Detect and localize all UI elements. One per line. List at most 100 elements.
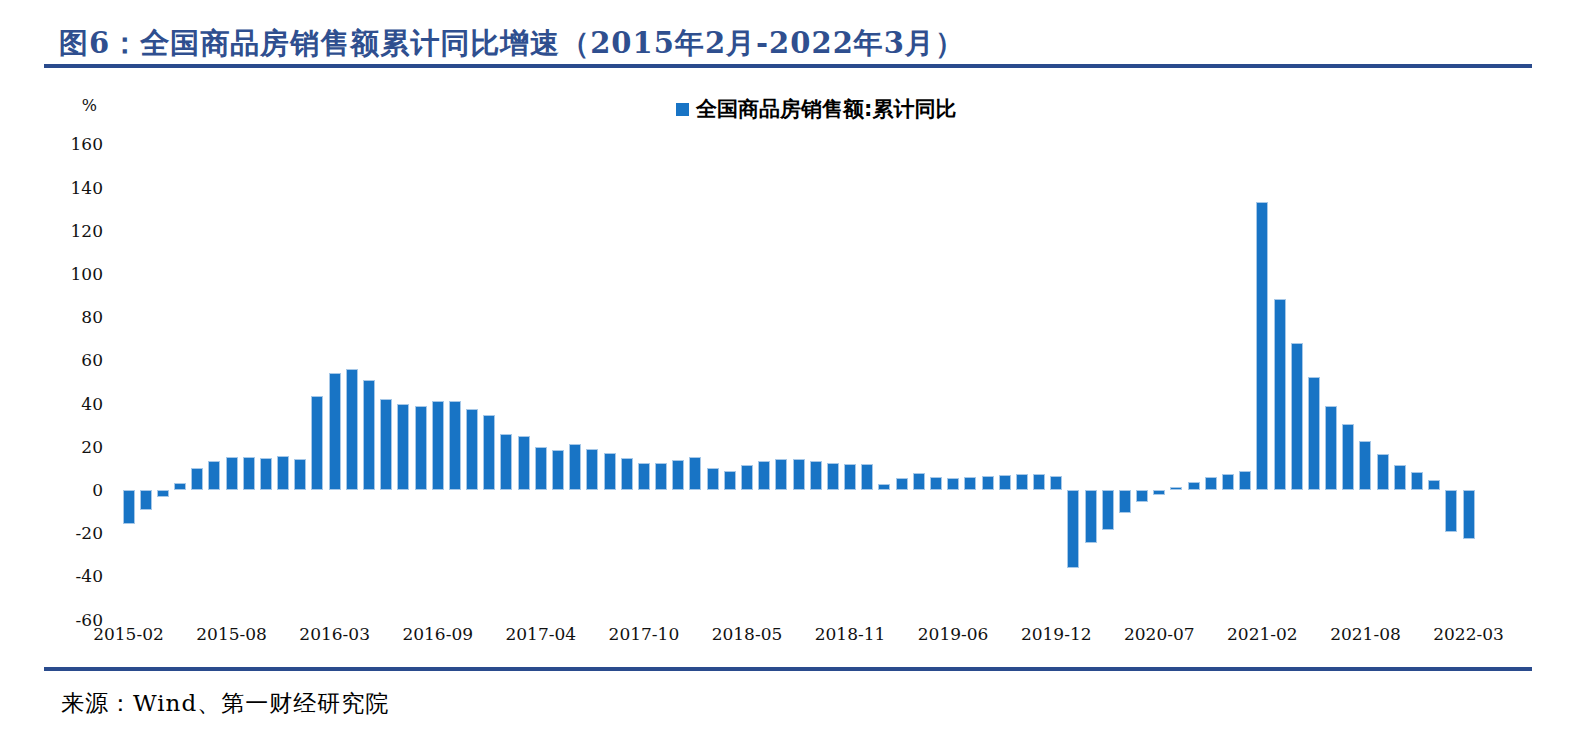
- bar: [621, 458, 633, 490]
- bar: [518, 436, 530, 490]
- bar: [586, 449, 598, 490]
- bar: [449, 401, 461, 490]
- x-tick-label: 2018-11: [804, 624, 896, 644]
- bar: [758, 461, 770, 490]
- bar: [466, 409, 478, 490]
- bar: [913, 473, 925, 490]
- bar: [982, 476, 994, 490]
- bar: [1119, 490, 1131, 513]
- y-tick-label: 140: [0, 178, 103, 198]
- y-tick-label: 120: [0, 221, 103, 241]
- bar: [1463, 490, 1475, 539]
- bar: [724, 471, 736, 490]
- bar: [432, 401, 444, 490]
- bar: [1067, 490, 1079, 568]
- bar: [1033, 474, 1045, 490]
- bar: [157, 490, 169, 497]
- bar: [947, 478, 959, 490]
- bar: [380, 399, 392, 490]
- footer-divider: [44, 667, 1532, 671]
- bar: [655, 463, 667, 490]
- x-tick-label: 2016-03: [289, 624, 381, 644]
- bar: [1205, 477, 1217, 490]
- x-tick-label: 2017-10: [598, 624, 690, 644]
- bar: [861, 464, 873, 490]
- bar: [174, 483, 186, 490]
- bar: [810, 461, 822, 490]
- bar: [243, 457, 255, 490]
- bar: [793, 459, 805, 490]
- bar: [140, 490, 152, 510]
- y-axis-unit-label: %: [0, 96, 97, 115]
- legend-swatch-icon: [676, 103, 689, 116]
- x-tick-label: 2019-06: [907, 624, 999, 644]
- x-tick-label: 2017-04: [495, 624, 587, 644]
- bar: [1153, 490, 1165, 495]
- bar: [827, 463, 839, 490]
- y-tick-label: -40: [0, 566, 103, 586]
- bar: [1291, 343, 1303, 490]
- bar: [878, 484, 890, 490]
- bar: [569, 444, 581, 490]
- x-tick-label: 2015-02: [83, 624, 175, 644]
- bar: [672, 460, 684, 490]
- bar: [1274, 299, 1286, 490]
- bar: [123, 490, 135, 524]
- bar: [844, 464, 856, 490]
- y-tick-label: 0: [0, 480, 103, 500]
- bar: [1170, 487, 1182, 490]
- bar: [1136, 490, 1148, 502]
- bar: [638, 463, 650, 490]
- title-divider: [44, 64, 1532, 68]
- bar: [552, 450, 564, 490]
- bar: [1308, 377, 1320, 490]
- y-tick-label: 80: [0, 307, 103, 327]
- bar: [689, 457, 701, 490]
- x-tick-label: 2021-08: [1319, 624, 1411, 644]
- x-tick-label: 2022-03: [1423, 624, 1515, 644]
- x-tick-label: 2019-12: [1010, 624, 1102, 644]
- legend-label: 全国商品房销售额:累计同比: [696, 95, 956, 123]
- source-note: 来源：Wind、第一财经研究院: [61, 688, 389, 719]
- bar: [1222, 474, 1234, 490]
- bar: [964, 477, 976, 490]
- bar: [1325, 406, 1337, 490]
- bar: [604, 453, 616, 490]
- x-tick-label: 2018-05: [701, 624, 793, 644]
- x-tick-label: 2020-07: [1113, 624, 1205, 644]
- bar: [329, 373, 341, 490]
- bar: [1342, 424, 1354, 490]
- bar: [1394, 465, 1406, 490]
- bar: [741, 465, 753, 490]
- bar: [535, 447, 547, 490]
- bar: [208, 461, 220, 490]
- bar: [311, 396, 323, 490]
- figure-page: 图6：全国商品房销售额累计同比增速（2015年2月-2022年3月） 全国商品房…: [0, 0, 1578, 740]
- figure-title: 图6：全国商品房销售额累计同比增速（2015年2月-2022年3月）: [59, 24, 965, 64]
- x-tick-label: 2016-09: [392, 624, 484, 644]
- bar: [483, 415, 495, 490]
- bar: [1411, 472, 1423, 490]
- x-tick-label: 2015-08: [186, 624, 278, 644]
- bar: [346, 369, 358, 490]
- chart-legend: 全国商品房销售额:累计同比: [676, 95, 956, 123]
- bar: [397, 404, 409, 490]
- bar: [294, 459, 306, 490]
- bar: [1445, 490, 1457, 532]
- y-tick-label: 100: [0, 264, 103, 284]
- y-tick-label: 60: [0, 350, 103, 370]
- bar: [277, 456, 289, 490]
- bar: [415, 406, 427, 490]
- bar: [896, 478, 908, 490]
- bar: [1428, 480, 1440, 490]
- bar: [1239, 471, 1251, 490]
- bar: [707, 468, 719, 490]
- bar: [1050, 476, 1062, 490]
- bar: [1188, 482, 1200, 490]
- bar: [999, 475, 1011, 490]
- bar: [1256, 202, 1268, 490]
- bar: [775, 459, 787, 490]
- bar: [260, 458, 272, 490]
- bar: [226, 457, 238, 490]
- bar: [1102, 490, 1114, 530]
